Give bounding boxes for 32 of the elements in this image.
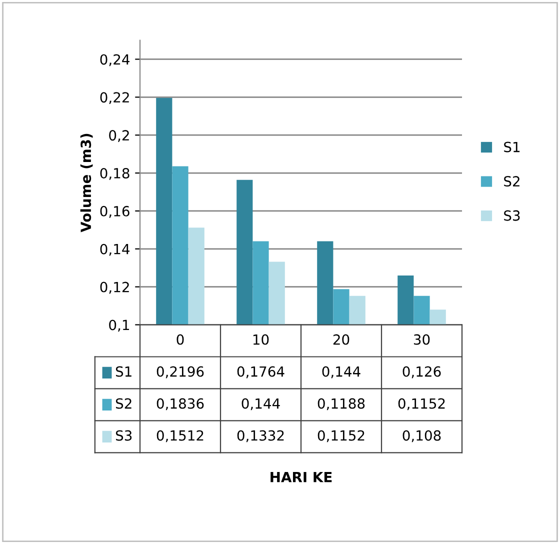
y-tick-label: 0,14 bbox=[100, 244, 130, 256]
data-label: 0,1512 bbox=[156, 430, 204, 442]
text: S3 bbox=[116, 430, 132, 441]
y-tick-label: 0,1 bbox=[109, 320, 129, 332]
data-label: 0,144 bbox=[322, 366, 360, 378]
y-tick-label: 0,24 bbox=[100, 54, 130, 66]
data-label: 0,108 bbox=[402, 430, 441, 442]
legend-label: S2 bbox=[504, 176, 520, 187]
x-tick-label: 0 bbox=[176, 334, 184, 345]
y-tick-label: 0,12 bbox=[100, 282, 129, 294]
y-tick-label: 0,2 bbox=[109, 130, 129, 142]
data-label: 0,1764 bbox=[237, 366, 284, 378]
data-label: 0,1152 bbox=[398, 398, 445, 410]
y-tick-label: 0,18 bbox=[100, 168, 130, 180]
text: S1 bbox=[504, 142, 520, 152]
data-label: 0,144 bbox=[242, 398, 280, 410]
text: S2 bbox=[116, 398, 132, 409]
legend-label: S3 bbox=[504, 210, 520, 221]
data-label: 0,1836 bbox=[156, 398, 204, 410]
data-label: 0,2196 bbox=[156, 366, 204, 378]
y-axis-title: Volume (m3) bbox=[80, 134, 93, 232]
y-tick-label: 0,16 bbox=[100, 206, 130, 218]
legend-label: S1 bbox=[116, 366, 132, 377]
x-tick-label: 30 bbox=[414, 334, 430, 345]
data-label: 0,1188 bbox=[318, 398, 365, 410]
y-tick-label: 0,22 bbox=[100, 92, 129, 104]
data-label: 0,1332 bbox=[237, 430, 284, 442]
x-tick-label: 20 bbox=[333, 334, 350, 345]
text: HARI KE bbox=[270, 472, 332, 482]
x-tick-label: 10 bbox=[253, 334, 269, 345]
data-label: 0,1152 bbox=[318, 430, 364, 442]
data-label: 0,126 bbox=[402, 366, 441, 378]
